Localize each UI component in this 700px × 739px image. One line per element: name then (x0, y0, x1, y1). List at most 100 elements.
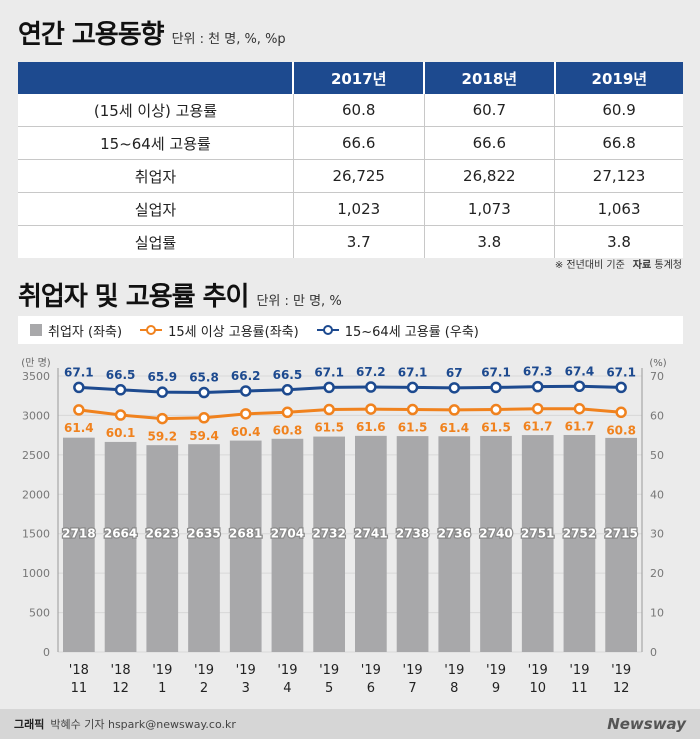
right-tick-label: 30 (650, 528, 664, 541)
right-axis-unit: (%) (649, 358, 666, 369)
brand-logo: Newsway (607, 715, 686, 733)
blue-series-point (490, 381, 502, 394)
x-tick-month: 4 (283, 681, 291, 696)
orange-series-value-label: 60.8 (606, 423, 636, 437)
footer: 그래픽 박혜수 기자 hspark@newsway.co.kr (0, 709, 700, 739)
row-label: 실업자 (18, 192, 294, 226)
annual-unit: 단위 : 천 명, %, %p (171, 32, 286, 47)
bar (188, 444, 220, 652)
bar (438, 436, 471, 652)
orange-line-swatch-icon (140, 324, 163, 336)
orange-series-value-label: 60.8 (273, 423, 303, 437)
blue-series-point (156, 386, 169, 398)
annual-table: 2017년 2018년 2019년 (15세 이상) 고용률 60.8 60.7 60… (18, 62, 683, 258)
x-tick-month: 11 (571, 681, 588, 696)
annual-row: 실업자 1,023 1,073 1,063 (18, 192, 683, 226)
bar-value-label: 2740 (479, 527, 512, 541)
orange-series-point (198, 412, 210, 424)
orange-series-point (573, 402, 586, 415)
blue-series-point (114, 384, 127, 396)
header-cell: 2017년 (292, 62, 425, 94)
legend-label-orange: 15세 이상 고용률(좌축) (168, 324, 299, 340)
blue-series-value-label: 66.2 (231, 369, 261, 383)
table-cell: 3.8 (423, 225, 555, 258)
table-cell: 66.8 (554, 126, 683, 160)
x-tick-month: 9 (492, 681, 500, 696)
x-tick-month: 11 (71, 681, 88, 696)
x-tick-month: 2 (200, 681, 208, 696)
annual-row: 취업자 26,725 26,822 27,123 (18, 159, 683, 193)
bar (63, 437, 95, 652)
right-tick-label: 20 (650, 567, 664, 580)
orange-series-point (239, 408, 252, 420)
blue-series-point (73, 381, 85, 394)
source-label: 자료 (632, 260, 652, 271)
legend-label-blue: 15~64세 고용률 (우축) (344, 324, 479, 340)
table-cell: 26,725 (292, 159, 425, 193)
bar (355, 435, 387, 652)
chart-unit: 단위 : 만 명, % (256, 294, 342, 309)
orange-series-point (156, 412, 169, 425)
left-tick-label: 2500 (22, 449, 50, 462)
orange-series-value-label: 61.4 (439, 421, 469, 435)
blue-series-line (78, 384, 622, 395)
blue-series-point (448, 382, 461, 394)
bar-value-label: 2681 (229, 527, 262, 541)
orange-series-value-label: 61.5 (314, 421, 344, 435)
x-tick-month: 12 (112, 681, 129, 696)
x-tick-year: '19 (236, 663, 256, 678)
chart-title-text: 취업자 및 고용률 추이 (18, 282, 249, 312)
blue-series-value-label: 65.9 (147, 370, 177, 384)
orange-series-point (365, 403, 377, 415)
bar (313, 436, 345, 652)
blue-series-point (198, 386, 210, 399)
annual-row: 실업률 3.7 3.8 3.8 (18, 225, 683, 258)
row-label: 15~64세 고용률 (18, 126, 294, 160)
bar-value-label: 2718 (62, 527, 95, 541)
orange-series-value-label: 61.7 (523, 420, 553, 434)
table-cell: 3.8 (554, 225, 683, 258)
table-cell: 1,073 (423, 192, 555, 226)
note-text: ※ 전년대비 기준 (554, 260, 625, 271)
source-name: 통계청 (654, 260, 682, 271)
left-tick-label: 500 (29, 607, 50, 620)
annual-row: 15~64세 고용률 66.6 66.6 66.8 (18, 126, 683, 160)
bar (521, 435, 554, 652)
orange-series-value-label: 61.5 (398, 421, 428, 435)
x-tick-year: '19 (403, 663, 423, 678)
bar-swatch-icon (30, 324, 42, 336)
right-tick-label: 50 (650, 449, 664, 462)
left-tick-label: 1000 (22, 567, 50, 580)
table-cell: 1,063 (554, 192, 683, 226)
x-tick-year: '19 (528, 663, 548, 678)
bar-value-label: 2752 (563, 527, 596, 541)
left-tick-label: 3000 (22, 409, 50, 422)
left-tick-label: 2000 (22, 488, 50, 501)
bar-value-label: 2738 (396, 527, 429, 541)
legend-item-bar: 취업자 (좌축) (30, 321, 122, 340)
x-tick-month: 10 (529, 681, 546, 696)
legend-label-bar: 취업자 (좌축) (48, 324, 123, 340)
blue-series-point (573, 380, 586, 393)
blue-series-value-label: 67.1 (314, 365, 344, 379)
blue-series-value-label: 66.5 (106, 368, 136, 382)
bar (480, 435, 512, 652)
header-cell: 2018년 (423, 62, 555, 94)
x-tick-year: '18 (69, 663, 89, 678)
x-tick-year: '19 (611, 663, 631, 678)
annual-row: (15세 이상) 고용률 60.8 60.7 60.9 (18, 94, 683, 127)
blue-series-value-label: 67 (446, 366, 463, 380)
x-tick-year: '19 (486, 663, 506, 678)
blue-series-value-label: 67.4 (565, 364, 595, 378)
orange-series-point (448, 404, 461, 416)
row-label: (15세 이상) 고용률 (18, 94, 294, 127)
x-tick-month: 1 (158, 681, 166, 696)
x-tick-year: '19 (361, 663, 381, 678)
x-tick-year: '19 (152, 663, 172, 678)
table-cell: 26,822 (423, 159, 555, 193)
blue-series-value-label: 67.1 (606, 365, 636, 379)
orange-series-point (615, 406, 627, 419)
orange-series-value-label: 59.4 (189, 429, 219, 443)
x-tick-year: '19 (277, 663, 297, 678)
orange-series-point (406, 403, 419, 416)
